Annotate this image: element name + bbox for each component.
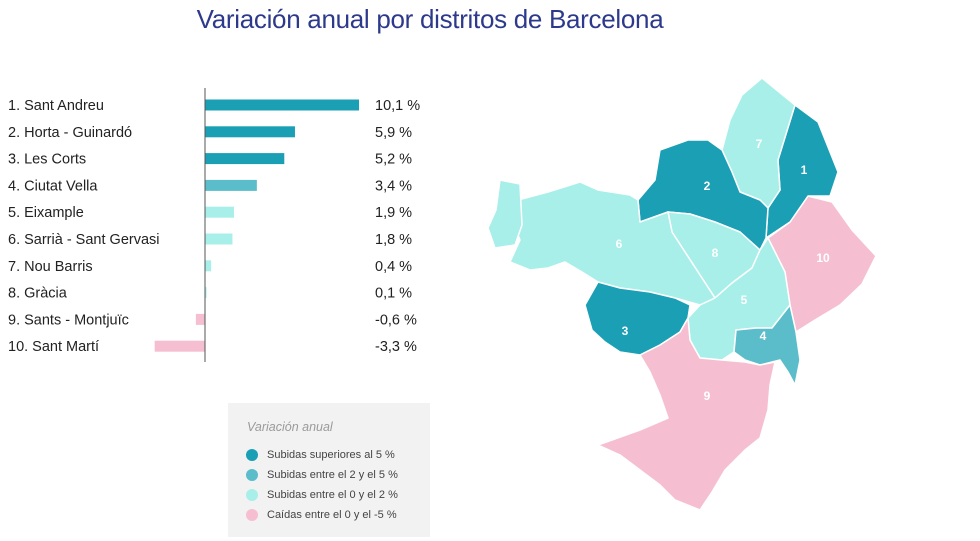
legend-item: Subidas entre el 0 y el 2 % [246,487,398,503]
legend-swatch [246,509,258,521]
bar [205,179,257,191]
bar [195,313,205,325]
legend-label: Subidas entre el 2 y el 5 % [267,469,398,481]
value-label: 1,9 % [375,205,412,221]
bar [205,233,233,245]
legend-item: Subidas entre el 2 y el 5 % [246,467,398,483]
district-label: 1 [801,163,808,177]
bar [154,340,205,352]
bar [205,126,295,138]
district-label: 5 [741,293,748,307]
value-label: 3,4 % [375,178,412,194]
district-label: 3 [622,324,629,338]
value-label: 0,1 % [375,286,412,302]
value-label: 5,2 % [375,152,412,168]
barcelona-district-map: 1 2 3 4 5 6 7 8 9 10 [487,77,877,511]
bar [205,260,212,272]
legend-label: Subidas superiores al 5 % [267,449,395,461]
bar [205,206,234,218]
district-label: 8 [712,246,719,260]
category-label: 7. Nou Barris [8,259,93,275]
category-label: 4. Ciutat Vella [8,178,98,194]
legend: Variación anual Subidas superiores al 5 … [228,403,430,537]
value-label: 5,9 % [375,125,412,141]
category-label: 1. Sant Andreu [8,98,104,114]
category-label: 3. Les Corts [8,152,86,168]
category-label: 5. Eixample [8,205,84,221]
legend-label: Subidas entre el 0 y el 2 % [267,489,398,501]
district-9-shape [597,317,776,511]
category-label: 2. Horta - Guinardó [8,125,132,141]
value-label: 10,1 % [375,98,420,114]
chart-title: Variación anual por distritos de Barcelo… [196,4,664,34]
district-label: 2 [704,179,711,193]
bar [205,287,207,299]
category-label: 6. Sarrià - Sant Gervasi [8,232,160,248]
value-label: -0,6 % [375,312,417,328]
district-4-shape [733,304,801,386]
legend-title: Variación anual [247,420,333,434]
category-label: 10. Sant Martí [8,339,99,355]
district-label: 7 [756,137,763,151]
category-label: 8. Gràcia [8,286,68,302]
legend-item: Caídas entre el 0 y el -5 % [246,507,397,523]
category-label: 9. Sants - Montjuïc [8,312,129,328]
legend-swatch [246,449,258,461]
district-label: 4 [760,329,767,343]
district-label: 6 [616,237,623,251]
value-label: -3,3 % [375,339,417,355]
legend-swatch [246,489,258,501]
legend-label: Caídas entre el 0 y el -5 % [267,509,397,521]
legend-item: Subidas superiores al 5 % [246,447,395,463]
district-label: 9 [704,389,711,403]
district-label: 10 [816,251,830,265]
bar-chart: 1. Sant Andreu 10,1 % 2. Horta - Guinardó 5… [8,88,420,362]
value-label: 1,8 % [375,232,412,248]
legend-swatch [246,469,258,481]
bar [205,99,359,111]
district-6-enclave-shape [487,179,523,249]
bar [205,153,285,165]
value-label: 0,4 % [375,259,412,275]
